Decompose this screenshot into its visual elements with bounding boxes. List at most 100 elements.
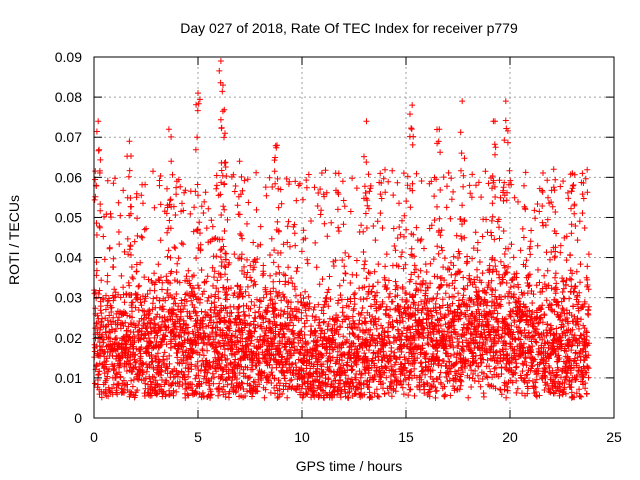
data-point: [208, 217, 215, 224]
data-point: [164, 253, 171, 260]
data-point: [450, 188, 457, 195]
data-point: [342, 249, 349, 256]
data-point: [232, 356, 239, 363]
data-point: [224, 355, 231, 362]
data-point: [565, 195, 572, 202]
data-point: [125, 279, 132, 286]
data-point: [535, 266, 541, 273]
data-point: [173, 184, 180, 191]
data-point: [450, 253, 457, 260]
data-point: [399, 384, 406, 391]
data-point: [379, 225, 386, 231]
data-point: [241, 311, 248, 318]
data-point: [167, 196, 174, 203]
data-point: [91, 196, 98, 203]
data-point: [532, 215, 539, 222]
data-point: [148, 317, 155, 324]
data-point: [434, 203, 440, 210]
data-point: [580, 195, 587, 202]
data-point: [174, 350, 181, 356]
data-point: [240, 386, 247, 392]
data-point: [175, 176, 182, 183]
data-point: [222, 271, 228, 278]
data-point: [194, 358, 201, 365]
data-point: [128, 153, 134, 159]
data-point: [434, 290, 441, 297]
data-point: [247, 374, 253, 381]
data-point: [194, 282, 201, 289]
data-point: [385, 294, 392, 301]
data-point: [151, 287, 158, 294]
data-point: [213, 285, 220, 292]
data-point: [97, 207, 104, 214]
data-point: [510, 254, 517, 261]
data-point: [552, 176, 559, 183]
data-point: [407, 111, 413, 118]
data-point: [353, 272, 360, 279]
data-point: [466, 182, 473, 189]
data-point: [224, 381, 231, 388]
data-point: [514, 385, 521, 392]
data-point: [118, 272, 125, 279]
data-point: [127, 203, 134, 210]
data-point: [215, 288, 222, 295]
data-point: [179, 381, 186, 388]
data-point: [448, 196, 455, 203]
data-point: [464, 282, 471, 289]
data-point: [92, 380, 98, 387]
data-point: [239, 267, 245, 274]
data-point: [138, 344, 145, 351]
data-point: [459, 98, 466, 105]
data-point: [382, 364, 389, 371]
data-point: [392, 247, 399, 254]
data-point: [287, 243, 293, 250]
data-point: [584, 166, 591, 173]
data-point: [92, 193, 99, 200]
data-point: [328, 219, 335, 226]
data-point: [175, 303, 182, 310]
data-point: [213, 182, 220, 189]
data-point: [170, 310, 176, 317]
data-point: [240, 308, 247, 315]
data-point: [581, 225, 588, 231]
data-point: [157, 368, 164, 375]
data-point: [233, 388, 240, 394]
data-point: [436, 227, 442, 234]
data-point: [500, 197, 507, 204]
data-point: [551, 187, 558, 194]
data-point: [181, 302, 188, 309]
data-point: [511, 194, 518, 201]
data-point: [136, 282, 143, 289]
data-point: [145, 335, 152, 341]
data-point: [172, 323, 179, 330]
data-point: [140, 200, 146, 207]
data-point: [396, 224, 403, 230]
data-point: [120, 187, 127, 194]
data-point: [374, 218, 381, 225]
data-point: [221, 134, 227, 141]
data-point: [124, 381, 131, 388]
data-point: [131, 333, 138, 340]
data-point: [250, 378, 257, 385]
data-point: [305, 293, 312, 300]
data-point: [127, 195, 134, 201]
data-point: [188, 361, 195, 368]
data-point: [184, 391, 191, 398]
data-point: [445, 169, 452, 176]
data-point: [204, 347, 211, 354]
data-point: [229, 346, 236, 353]
data-point: [276, 269, 283, 276]
data-point: [173, 388, 180, 395]
data-point: [159, 286, 165, 293]
data-point: [150, 365, 157, 372]
data-point: [161, 336, 168, 343]
data-point: [230, 171, 237, 178]
data-point: [476, 259, 483, 265]
data-point: [174, 359, 181, 366]
data-point: [195, 340, 202, 347]
data-point: [222, 377, 229, 384]
data-point: [411, 392, 418, 399]
data-point: [413, 170, 420, 177]
data-point: [270, 278, 277, 285]
